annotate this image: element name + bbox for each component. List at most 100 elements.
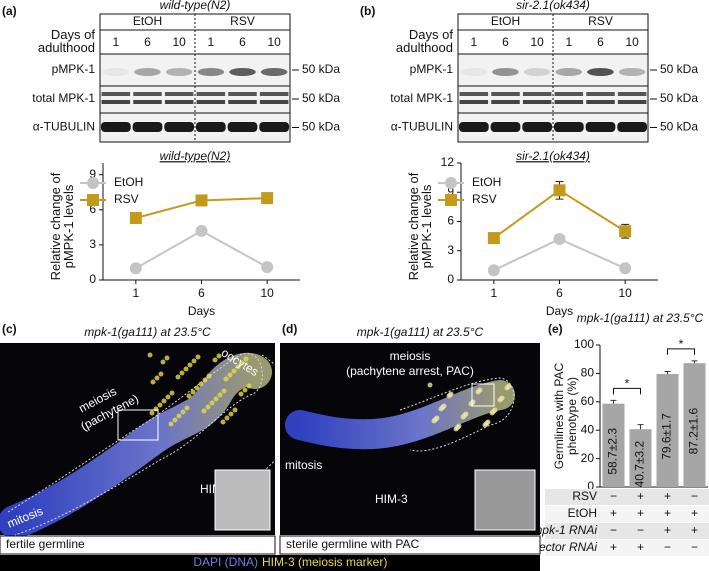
y-tick-label: 60 [581, 394, 595, 408]
y-tick-label: 6 [89, 202, 96, 216]
yellow-nucleus [205, 404, 211, 410]
blot-band [164, 100, 194, 104]
condition-mark: − [691, 540, 698, 554]
y-axis-label-box: Relative change of pMPK-1 levels [406, 172, 434, 281]
blot-band [587, 68, 614, 76]
blot-band [101, 100, 131, 104]
blot-band [459, 92, 489, 96]
legend-label: RSV [472, 192, 497, 206]
marker [261, 192, 274, 205]
blot-group: EtOH [133, 14, 162, 28]
blot-band [522, 92, 552, 96]
yellow-nucleus [228, 411, 234, 417]
yellow-nucleus [239, 360, 245, 366]
blot-band [553, 122, 584, 132]
image-title: mpk-1(ga111) at 23.5°C [357, 325, 484, 339]
yellow-nucleus [149, 410, 155, 416]
blot-day: 6 [502, 35, 509, 49]
error-bar [637, 424, 644, 430]
outline [399, 377, 515, 452]
blot-band [555, 68, 583, 76]
blot-band [459, 100, 489, 104]
marker [195, 224, 208, 237]
chart-title: mpk-1(ga111) at 23.5°C [577, 311, 704, 325]
blot-band [259, 100, 289, 104]
blot-day: 1 [470, 35, 477, 49]
yellow-nucleus [220, 419, 226, 425]
blot-size-label: 50 kDa [302, 91, 340, 105]
blot-band [618, 68, 646, 76]
blot-size-label: 50 kDa [660, 91, 698, 105]
germline [0, 352, 272, 539]
panel-label: (a) [2, 4, 17, 18]
yellow-nucleus [164, 355, 170, 361]
yellow-nucleus [497, 397, 503, 403]
yellow-nucleus [194, 385, 200, 391]
condition-label: EtOH [568, 506, 597, 520]
y-tick-label: 0 [89, 272, 96, 286]
yellow-nucleus [201, 408, 207, 414]
condition-mark: + [664, 523, 671, 537]
blot-band [491, 100, 520, 104]
yellow-nucleus [221, 388, 227, 394]
yellow-nucleus [147, 352, 153, 358]
stain-legend-band [0, 555, 540, 571]
image-caption: sterile germline with PAC [286, 537, 419, 551]
yellow-nucleus [150, 379, 156, 385]
y-axis-label-box: Relative change of pMPK-1 levels [48, 172, 76, 281]
error-bar [691, 360, 698, 364]
blot-row-label: pMPK-1 [52, 62, 96, 76]
yellow-nucleus [438, 406, 444, 412]
bar [602, 403, 625, 487]
blot-band [260, 68, 288, 76]
bar [629, 429, 652, 487]
blot-band [132, 122, 163, 132]
y-axis-label-box: Germlines with PAC phenotype (%) [552, 362, 579, 470]
blot-day: 6 [144, 35, 151, 49]
blot-row-label: α-TUBULIN [391, 120, 453, 134]
bar [656, 373, 679, 487]
condition-mark: − [610, 489, 617, 503]
yellow-nucleus [179, 370, 185, 376]
yellow-nucleus [243, 356, 249, 362]
yellow-nucleus [427, 382, 433, 388]
legend-marker [87, 194, 99, 206]
marker [129, 262, 142, 275]
error-bar [664, 371, 671, 374]
yellow-nucleus [198, 381, 204, 387]
condition-mark: + [637, 489, 644, 503]
x-tick-label: 1 [490, 286, 497, 300]
panel-label: (c) [2, 322, 17, 336]
y-tick-label: 80 [581, 366, 595, 380]
blot-band [522, 122, 553, 132]
yellow-nucleus [212, 357, 218, 363]
y-axis-label: Relative change of pMPK-1 levels [48, 172, 76, 281]
blot-size-label: 50 kDa [660, 62, 698, 76]
blot-size-label: 50 kDa [302, 120, 340, 134]
yellow-nucleus [223, 376, 229, 382]
marker [195, 194, 208, 207]
blot-band [490, 122, 521, 132]
panel-label: (b) [360, 4, 375, 18]
y-tick-label: 100 [574, 337, 594, 351]
yellow-nucleus [184, 405, 190, 411]
yellow-nucleus [238, 391, 244, 397]
image-title: mpk-1(ga111) at 23.5°C [84, 325, 211, 339]
yellow-nucleus [175, 374, 181, 380]
yellow-nucleus [235, 364, 241, 370]
y-tick-label: 9 [447, 184, 454, 198]
blot-band [458, 122, 489, 132]
blot-day: 6 [597, 35, 604, 49]
blot-band [492, 68, 519, 76]
y-axis-label: Relative change of pMPK-1 levels [406, 172, 434, 281]
y-axis-label: Germlines with PAC phenotype (%) [552, 362, 579, 470]
significance-star: * [625, 377, 630, 391]
bar [683, 363, 706, 487]
marker [261, 261, 274, 274]
y-tick-label: 0 [587, 479, 594, 493]
condition-label: vector RNAi [533, 540, 597, 554]
legend-label: RSV [114, 192, 139, 206]
blot-group: RSV [588, 14, 613, 28]
blot-band [164, 92, 194, 96]
condition-mark: + [691, 506, 698, 520]
